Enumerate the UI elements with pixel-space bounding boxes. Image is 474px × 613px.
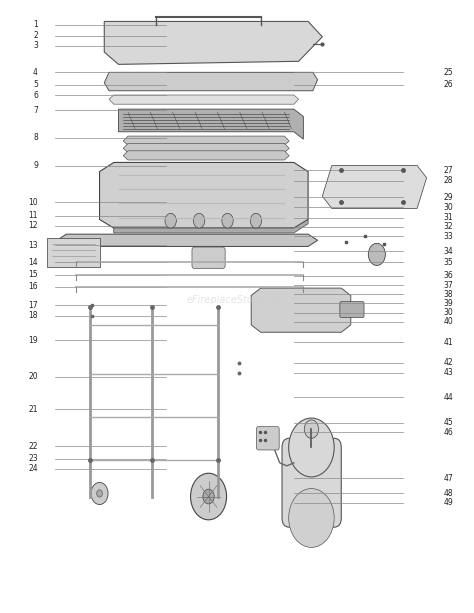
Circle shape [97, 490, 102, 497]
Text: 46: 46 [443, 428, 453, 436]
Polygon shape [109, 95, 299, 104]
Circle shape [222, 213, 233, 228]
Polygon shape [57, 234, 318, 246]
Polygon shape [100, 162, 308, 228]
Polygon shape [114, 219, 308, 233]
Circle shape [191, 473, 227, 520]
Text: 7: 7 [33, 106, 38, 115]
Text: 36: 36 [443, 272, 453, 280]
FancyBboxPatch shape [192, 247, 225, 268]
Text: 21: 21 [28, 405, 38, 414]
Polygon shape [123, 136, 289, 145]
Text: 15: 15 [28, 270, 38, 279]
Text: 32: 32 [443, 223, 453, 231]
Text: 49: 49 [443, 498, 453, 507]
Text: 44: 44 [443, 393, 453, 402]
Text: 47: 47 [443, 474, 453, 482]
FancyBboxPatch shape [282, 438, 341, 527]
Text: 48: 48 [443, 489, 453, 498]
Text: 18: 18 [28, 311, 38, 320]
Text: 45: 45 [443, 419, 453, 427]
Text: 5: 5 [33, 80, 38, 89]
Circle shape [304, 420, 319, 438]
Circle shape [368, 243, 385, 265]
Text: 24: 24 [28, 465, 38, 473]
Polygon shape [123, 151, 289, 160]
Text: 17: 17 [28, 301, 38, 310]
Text: 6: 6 [33, 91, 38, 99]
Text: 39: 39 [443, 299, 453, 308]
Text: 25: 25 [443, 68, 453, 77]
Text: 41: 41 [443, 338, 453, 346]
Text: 30: 30 [443, 308, 453, 317]
Text: 40: 40 [443, 318, 453, 326]
Text: 16: 16 [28, 283, 38, 291]
Text: 42: 42 [443, 359, 453, 367]
Text: 8: 8 [33, 134, 38, 142]
Circle shape [203, 489, 214, 504]
Polygon shape [104, 72, 318, 91]
Text: eFireplaceStore.com: eFireplaceStore.com [187, 295, 287, 305]
Polygon shape [104, 21, 322, 64]
Text: 27: 27 [443, 166, 453, 175]
Text: 11: 11 [28, 211, 38, 220]
Polygon shape [118, 109, 303, 139]
Text: 14: 14 [28, 258, 38, 267]
Text: 3: 3 [33, 42, 38, 50]
Text: 20: 20 [28, 373, 38, 381]
Polygon shape [47, 238, 100, 267]
Text: 10: 10 [28, 198, 38, 207]
FancyBboxPatch shape [256, 427, 279, 450]
Circle shape [250, 213, 262, 228]
Text: 12: 12 [28, 221, 38, 230]
Circle shape [289, 489, 334, 547]
Polygon shape [322, 166, 427, 208]
Text: 29: 29 [443, 193, 453, 202]
Polygon shape [251, 288, 351, 332]
Circle shape [165, 213, 176, 228]
Circle shape [193, 213, 205, 228]
Text: 26: 26 [443, 80, 453, 89]
Text: 22: 22 [28, 442, 38, 451]
Text: 35: 35 [443, 258, 453, 267]
Text: 28: 28 [443, 177, 453, 185]
Text: 4: 4 [33, 68, 38, 77]
Text: 34: 34 [443, 247, 453, 256]
Text: 2: 2 [33, 31, 38, 40]
Text: 13: 13 [28, 241, 38, 249]
Text: 1: 1 [33, 20, 38, 29]
Text: 19: 19 [28, 336, 38, 345]
Circle shape [289, 418, 334, 477]
Circle shape [91, 482, 108, 504]
Text: 30: 30 [443, 203, 453, 211]
Text: 33: 33 [443, 232, 453, 240]
Text: 38: 38 [443, 290, 453, 299]
Text: 37: 37 [443, 281, 453, 289]
Text: 43: 43 [443, 368, 453, 377]
FancyBboxPatch shape [340, 302, 364, 318]
Text: 31: 31 [443, 213, 453, 222]
Text: 9: 9 [33, 161, 38, 170]
Polygon shape [123, 143, 289, 153]
Text: 23: 23 [28, 454, 38, 463]
